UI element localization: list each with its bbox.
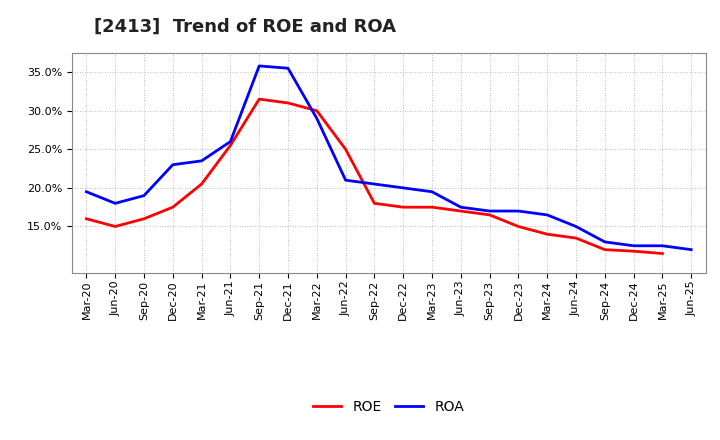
ROA: [111, 201, 120, 206]
ROE: [255, 96, 264, 102]
ROE: [600, 247, 609, 252]
ROE: [82, 216, 91, 221]
ROA: [485, 209, 494, 214]
ROA: [226, 139, 235, 144]
Line: ROE: ROE: [86, 99, 662, 253]
Text: [2413]  Trend of ROE and ROA: [2413] Trend of ROE and ROA: [94, 18, 395, 36]
ROE: [111, 224, 120, 229]
ROE: [543, 231, 552, 237]
ROE: [428, 205, 436, 210]
ROA: [687, 247, 696, 252]
ROE: [197, 181, 206, 187]
ROE: [312, 108, 321, 114]
ROE: [168, 205, 177, 210]
ROE: [514, 224, 523, 229]
ROA: [312, 116, 321, 121]
ROA: [82, 189, 91, 194]
ROA: [168, 162, 177, 167]
ROE: [140, 216, 148, 221]
ROA: [514, 209, 523, 214]
ROE: [456, 209, 465, 214]
ROE: [399, 205, 408, 210]
ROE: [341, 147, 350, 152]
ROA: [284, 66, 292, 71]
ROE: [226, 143, 235, 148]
ROA: [428, 189, 436, 194]
ROE: [572, 235, 580, 241]
ROA: [197, 158, 206, 164]
ROE: [658, 251, 667, 256]
ROA: [543, 212, 552, 217]
ROA: [399, 185, 408, 191]
Line: ROA: ROA: [86, 66, 691, 249]
ROA: [255, 63, 264, 69]
ROE: [485, 212, 494, 217]
ROA: [370, 181, 379, 187]
ROA: [456, 205, 465, 210]
ROA: [341, 177, 350, 183]
ROA: [140, 193, 148, 198]
ROA: [600, 239, 609, 245]
ROE: [629, 249, 638, 254]
ROA: [658, 243, 667, 249]
ROA: [572, 224, 580, 229]
Legend: ROE, ROA: ROE, ROA: [308, 394, 469, 419]
ROE: [370, 201, 379, 206]
ROA: [629, 243, 638, 249]
ROE: [284, 100, 292, 106]
